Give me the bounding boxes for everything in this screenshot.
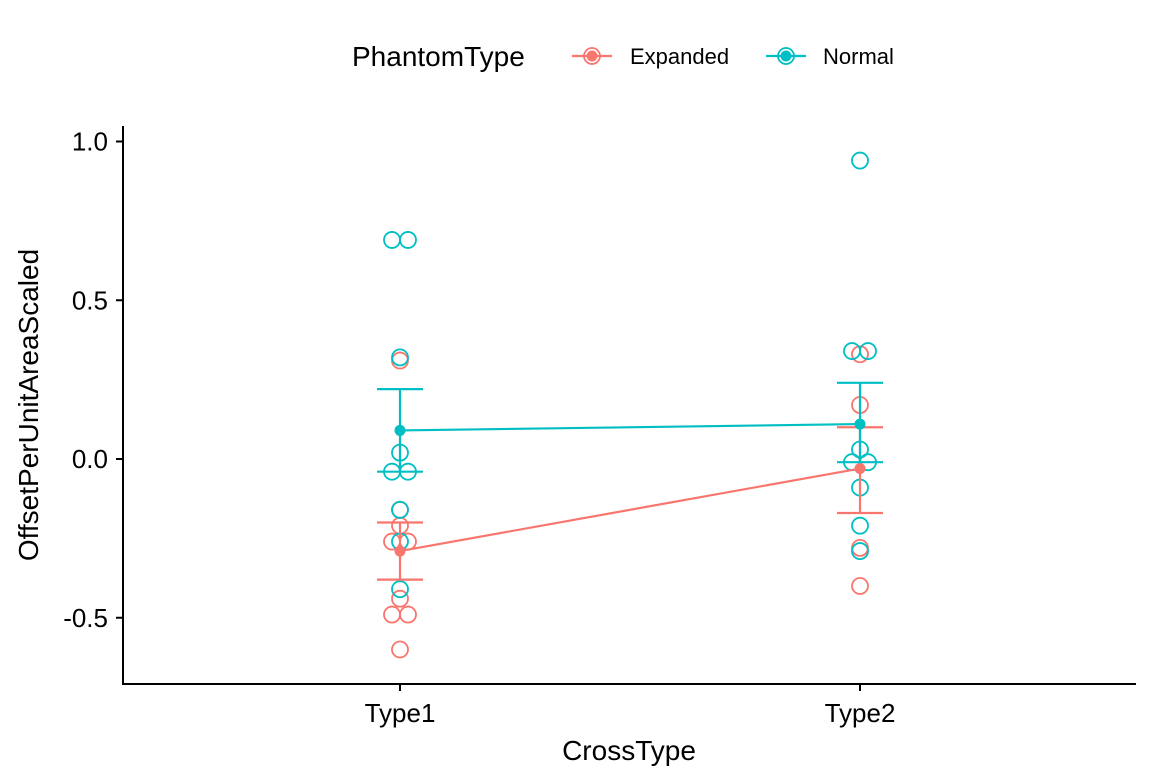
data-point-normal bbox=[391, 580, 409, 599]
legend-items: Expanded Normal bbox=[572, 44, 894, 69]
y-axis-ticks: -0.5 0.0 0.5 1.0 bbox=[63, 127, 123, 633]
data-point-normal bbox=[399, 231, 417, 249]
data-point-normal bbox=[859, 342, 877, 360]
legend-title: PhantomType bbox=[352, 41, 525, 72]
data-point-normal bbox=[391, 500, 409, 519]
data-point-expanded bbox=[399, 605, 417, 624]
data-point-normal bbox=[851, 542, 869, 560]
data-point-expanded bbox=[851, 345, 869, 364]
x-axis-title: CrossType bbox=[562, 735, 696, 766]
y-axis-title: OffsetPerUnitAreaScaled bbox=[13, 249, 44, 561]
y-tick-label: 1.0 bbox=[72, 127, 108, 157]
legend-label-expanded: Expanded bbox=[630, 44, 729, 69]
mean-line-expanded bbox=[399, 467, 861, 553]
x-axis-ticks: Type1 Type2 bbox=[365, 684, 896, 728]
mean-point-expanded bbox=[394, 545, 406, 557]
legend-key-ring-normal bbox=[777, 47, 795, 65]
x-tick-label: Type2 bbox=[825, 698, 896, 728]
mean-point-normal bbox=[394, 424, 406, 436]
y-tick-label: 0.0 bbox=[72, 444, 108, 474]
legend: PhantomType Expanded Normal bbox=[352, 41, 894, 72]
mean-point-normal bbox=[854, 418, 866, 430]
x-tick-label: Type1 bbox=[365, 698, 436, 728]
data-point-expanded bbox=[391, 640, 409, 659]
y-tick-label: 0.5 bbox=[72, 285, 108, 315]
y-tick-label: -0.5 bbox=[63, 603, 108, 633]
plot-area bbox=[377, 151, 883, 659]
legend-label-normal: Normal bbox=[823, 44, 894, 69]
data-point-expanded bbox=[383, 605, 401, 624]
data-point-normal bbox=[851, 151, 869, 170]
mean-line-normal bbox=[399, 422, 861, 432]
data-point-expanded bbox=[851, 577, 869, 595]
data-point-expanded bbox=[391, 589, 409, 608]
legend-key-dot-expanded bbox=[586, 50, 598, 62]
data-point-normal bbox=[383, 231, 401, 249]
mean-point-expanded bbox=[854, 463, 866, 475]
data-point-normal bbox=[391, 348, 409, 367]
legend-key-ring-expanded bbox=[583, 47, 601, 65]
data-point-normal bbox=[851, 516, 869, 535]
legend-key-dot-normal bbox=[780, 50, 792, 62]
